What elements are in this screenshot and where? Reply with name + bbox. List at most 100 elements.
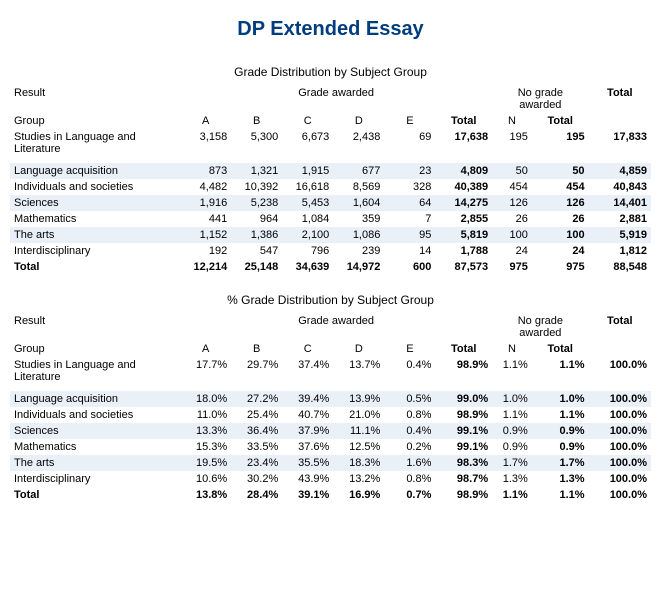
- cell-c: 37.9%: [282, 423, 333, 439]
- cell-total: 98.3%: [435, 455, 492, 471]
- cell-grand: 100.0%: [589, 439, 651, 455]
- cell-n: 195: [492, 129, 532, 157]
- hdr-c: C: [282, 113, 333, 129]
- row-label: Sciences: [10, 195, 180, 211]
- cell-n: 1.1%: [492, 487, 532, 503]
- cell-total: 99.1%: [435, 439, 492, 455]
- cell-grand: 100.0%: [589, 423, 651, 439]
- table2-row: Sciences13.3%36.4%37.9%11.1%0.4%99.1%0.9…: [10, 423, 651, 439]
- cell-a: 19.5%: [180, 455, 231, 471]
- cell-d: 12.5%: [333, 439, 384, 455]
- cell-total: 98.7%: [435, 471, 492, 487]
- page-title: DP Extended Essay: [10, 18, 651, 41]
- table1-header-row1: Result Grade awarded No grade awarded To…: [10, 85, 651, 113]
- cell-c: 39.1%: [282, 487, 333, 503]
- cell-n: 975: [492, 259, 532, 275]
- hdr-n: N: [492, 341, 532, 357]
- cell-ntotal: 1.1%: [532, 407, 589, 423]
- cell-n: 1.1%: [492, 357, 532, 385]
- cell-d: 14,972: [333, 259, 384, 275]
- table2-row: The arts19.5%23.4%35.5%18.3%1.6%98.3%1.7…: [10, 455, 651, 471]
- row-label: Individuals and societies: [10, 407, 180, 423]
- cell-d: 18.3%: [333, 455, 384, 471]
- cell-d: 2,438: [333, 129, 384, 157]
- table2-row: Studies in Language and Literature17.7%2…: [10, 357, 651, 385]
- cell-n: 126: [492, 195, 532, 211]
- cell-d: 16.9%: [333, 487, 384, 503]
- hdr-group: Group: [10, 113, 180, 129]
- table2: Result Grade awarded No grade awarded To…: [10, 313, 651, 503]
- cell-b: 30.2%: [231, 471, 282, 487]
- cell-ntotal: 454: [532, 179, 589, 195]
- cell-ntotal: 26: [532, 211, 589, 227]
- cell-a: 10.6%: [180, 471, 231, 487]
- row-label: Language acquisition: [10, 163, 180, 179]
- cell-e: 7: [384, 211, 435, 227]
- cell-b: 547: [231, 243, 282, 259]
- cell-grand: 4,859: [589, 163, 651, 179]
- hdr-a: A: [180, 113, 231, 129]
- hdr-n: N: [492, 113, 532, 129]
- cell-e: 95: [384, 227, 435, 243]
- cell-a: 13.3%: [180, 423, 231, 439]
- cell-grand: 100.0%: [589, 391, 651, 407]
- cell-grand: 5,919: [589, 227, 651, 243]
- cell-total: 1,788: [435, 243, 492, 259]
- cell-n: 1.1%: [492, 407, 532, 423]
- cell-n: 1.0%: [492, 391, 532, 407]
- cell-d: 677: [333, 163, 384, 179]
- cell-n: 100: [492, 227, 532, 243]
- hdr-result: Result: [10, 85, 180, 113]
- cell-total: 2,855: [435, 211, 492, 227]
- row-label: Studies in Language and Literature: [10, 357, 180, 385]
- row-label: Sciences: [10, 423, 180, 439]
- table1-row: Individuals and societies4,48210,39216,6…: [10, 179, 651, 195]
- cell-ntotal: 1.3%: [532, 471, 589, 487]
- cell-b: 964: [231, 211, 282, 227]
- row-label: Language acquisition: [10, 391, 180, 407]
- cell-total: 87,573: [435, 259, 492, 275]
- cell-e: 0.8%: [384, 471, 435, 487]
- hdr-d: D: [333, 113, 384, 129]
- cell-d: 8,569: [333, 179, 384, 195]
- cell-total: 17,638: [435, 129, 492, 157]
- table1-row: Mathematics4419641,08435972,85526262,881: [10, 211, 651, 227]
- cell-a: 15.3%: [180, 439, 231, 455]
- cell-b: 5,238: [231, 195, 282, 211]
- table2-row: Total13.8%28.4%39.1%16.9%0.7%98.9%1.1%1.…: [10, 487, 651, 503]
- cell-a: 12,214: [180, 259, 231, 275]
- cell-n: 1.3%: [492, 471, 532, 487]
- cell-grand: 100.0%: [589, 471, 651, 487]
- cell-n: 0.9%: [492, 423, 532, 439]
- cell-grand: 17,833: [589, 129, 651, 157]
- cell-n: 454: [492, 179, 532, 195]
- cell-e: 64: [384, 195, 435, 211]
- cell-ntotal: 1.7%: [532, 455, 589, 471]
- table1-row: Language acquisition8731,3211,915677234,…: [10, 163, 651, 179]
- cell-c: 796: [282, 243, 333, 259]
- table2-row: Individuals and societies11.0%25.4%40.7%…: [10, 407, 651, 423]
- hdr-grade-awarded: Grade awarded: [180, 313, 492, 341]
- cell-a: 441: [180, 211, 231, 227]
- table2-section-title: % Grade Distribution by Subject Group: [10, 293, 651, 307]
- cell-ntotal: 195: [532, 129, 589, 157]
- cell-b: 5,300: [231, 129, 282, 157]
- cell-a: 873: [180, 163, 231, 179]
- cell-ntotal: 0.9%: [532, 423, 589, 439]
- hdr-b: B: [231, 113, 282, 129]
- cell-ntotal: 24: [532, 243, 589, 259]
- hdr-no-grade-awarded: No grade awarded: [492, 85, 588, 113]
- cell-d: 239: [333, 243, 384, 259]
- cell-grand: 14,401: [589, 195, 651, 211]
- cell-total: 99.0%: [435, 391, 492, 407]
- cell-d: 1,604: [333, 195, 384, 211]
- cell-e: 1.6%: [384, 455, 435, 471]
- cell-ntotal: 126: [532, 195, 589, 211]
- cell-grand: 1,812: [589, 243, 651, 259]
- table1: Result Grade awarded No grade awarded To…: [10, 85, 651, 275]
- cell-d: 13.2%: [333, 471, 384, 487]
- cell-c: 16,618: [282, 179, 333, 195]
- cell-b: 1,386: [231, 227, 282, 243]
- hdr-c: C: [282, 341, 333, 357]
- cell-b: 1,321: [231, 163, 282, 179]
